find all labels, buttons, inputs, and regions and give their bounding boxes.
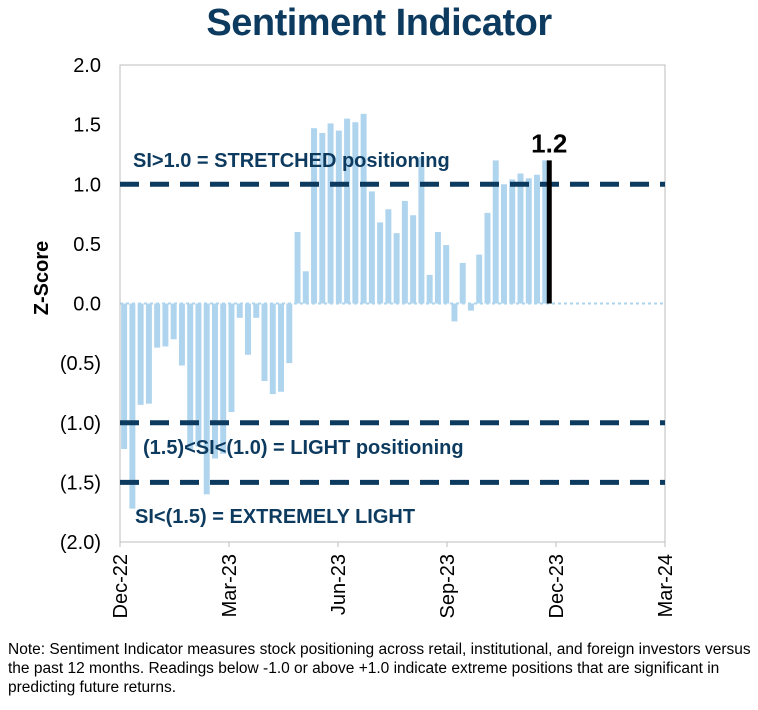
bar <box>443 245 450 304</box>
bar <box>401 200 408 304</box>
bar <box>145 303 152 404</box>
bar <box>294 231 301 304</box>
y-tick-labels: 2.0 1.5 1.0 0.5 0.0 (0.5) (1.0) (1.5) (2.0) <box>60 55 101 554</box>
bar <box>344 118 351 304</box>
x-tick-label: Dec-22 <box>110 554 132 618</box>
bar <box>245 303 251 355</box>
footnote: Note: Sentiment Indicator measures stock… <box>8 641 751 696</box>
bar <box>434 231 441 304</box>
bar <box>170 303 177 340</box>
bar <box>509 179 516 304</box>
y-tick-label: 0.0 <box>73 294 101 316</box>
y-tick-label: (1.0) <box>60 413 101 435</box>
plot-border <box>119 64 666 543</box>
y-tick-label: (2.0) <box>60 532 101 554</box>
y-tick-label: (0.5) <box>60 353 101 375</box>
plot-frame <box>119 64 666 543</box>
bar <box>410 215 417 304</box>
bar <box>459 262 466 304</box>
bar <box>352 122 359 304</box>
bar <box>261 303 268 382</box>
bar <box>377 222 384 304</box>
bars-group <box>121 113 549 509</box>
latest-value-label: 1.2 <box>531 128 567 158</box>
bar <box>360 113 367 304</box>
bar <box>278 303 284 392</box>
bar <box>162 303 169 347</box>
bar <box>476 254 483 304</box>
bar <box>393 233 400 304</box>
threshold-annotations: SI>1.0 = STRETCHED positioning (1.5)<SI<(… <box>133 150 464 528</box>
bar <box>327 123 334 304</box>
threshold-annotation: SI<(1.5) = EXTREMELY LIGHT <box>135 506 415 528</box>
x-tick-labels: Dec-22 Mar-23 Jun-23 Sep-23 Dec-23 Mar-24 <box>110 542 677 619</box>
x-tick-label: Sep-23 <box>437 554 459 619</box>
bar <box>335 130 342 304</box>
chart-title: Sentiment Indicator <box>206 2 552 44</box>
y-tick-label: 1.5 <box>73 115 101 137</box>
bar <box>178 303 185 366</box>
bar <box>492 160 499 304</box>
bar <box>253 303 260 318</box>
x-tick-label: Dec-23 <box>546 554 568 618</box>
x-tick-label: Mar-24 <box>655 554 677 617</box>
bar <box>121 303 128 449</box>
bar <box>236 303 243 318</box>
bar <box>154 303 161 348</box>
bar <box>426 274 433 304</box>
bar <box>484 212 491 304</box>
bar <box>525 178 532 304</box>
bar <box>211 303 218 459</box>
bar <box>269 303 276 395</box>
bar <box>286 303 293 364</box>
bar <box>534 174 540 304</box>
bar <box>501 184 507 304</box>
threshold-annotation: SI>1.0 = STRETCHED positioning <box>133 150 450 172</box>
x-tick-label: Mar-23 <box>219 554 241 617</box>
bar <box>302 271 309 304</box>
threshold-annotation: (1.5)<SI<(1.0) = LIGHT positioning <box>143 437 464 459</box>
threshold-lines <box>120 181 665 485</box>
bar <box>385 209 392 304</box>
chart-svg: 2.0 1.5 1.0 0.5 0.0 (0.5) (1.0) (1.5) (2.0) Dec-… <box>31 55 677 619</box>
y-tick-label: 1.0 <box>73 174 101 196</box>
y-tick-label: (1.5) <box>60 472 101 494</box>
y-tick-label: 0.5 <box>73 234 101 256</box>
bar <box>203 303 210 495</box>
bar <box>467 303 474 311</box>
bar <box>517 173 524 304</box>
bar <box>542 160 549 304</box>
bar <box>311 128 318 304</box>
bar <box>195 303 202 447</box>
bar <box>129 303 136 509</box>
bar <box>418 156 425 304</box>
bar <box>137 303 144 405</box>
bar <box>187 303 194 449</box>
bar <box>220 303 227 454</box>
y-tick-label: 2.0 <box>73 55 101 77</box>
bar <box>319 132 326 304</box>
bar <box>451 303 458 322</box>
bar <box>228 303 235 413</box>
y-axis-label: Z-Score <box>31 241 53 315</box>
x-tick-label: Jun-23 <box>328 554 350 615</box>
bar <box>368 191 375 304</box>
